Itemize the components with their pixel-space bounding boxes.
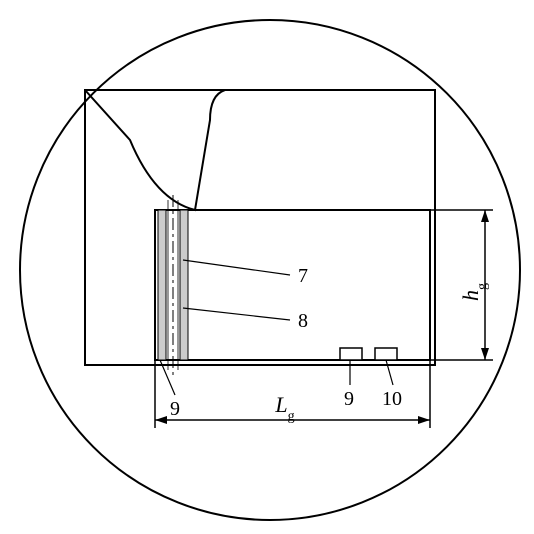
svg-text:9: 9 — [170, 398, 180, 420]
svg-text:8: 8 — [298, 310, 308, 332]
svg-text:Lg: Lg — [274, 392, 294, 424]
svg-text:7: 7 — [298, 265, 308, 287]
svg-text:9: 9 — [344, 388, 354, 410]
svg-text:10: 10 — [382, 388, 402, 410]
